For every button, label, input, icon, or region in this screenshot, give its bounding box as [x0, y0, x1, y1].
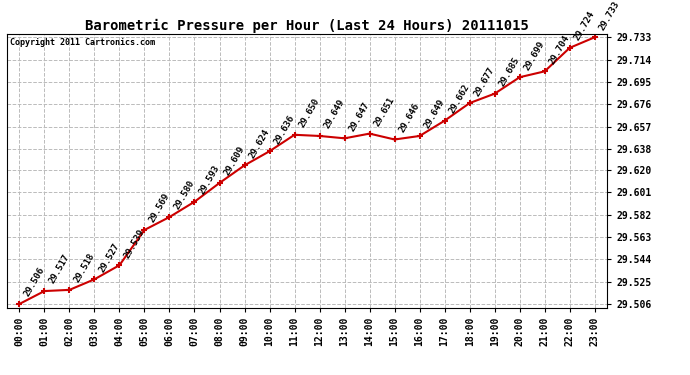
Text: 29.649: 29.649: [422, 98, 446, 130]
Text: 29.677: 29.677: [473, 65, 496, 98]
Text: 29.609: 29.609: [222, 145, 246, 177]
Text: 29.593: 29.593: [197, 164, 221, 196]
Text: 29.569: 29.569: [147, 192, 171, 224]
Text: 29.517: 29.517: [47, 253, 71, 285]
Text: 29.506: 29.506: [22, 266, 46, 298]
Text: 29.704: 29.704: [547, 33, 571, 66]
Text: 29.518: 29.518: [72, 252, 96, 284]
Text: 29.733: 29.733: [598, 0, 622, 32]
Text: 29.685: 29.685: [497, 56, 522, 88]
Text: 29.624: 29.624: [247, 128, 271, 160]
Text: 29.724: 29.724: [573, 10, 596, 42]
Text: 29.646: 29.646: [397, 102, 422, 134]
Text: 29.539: 29.539: [122, 227, 146, 260]
Text: 29.650: 29.650: [297, 97, 322, 129]
Text: 29.649: 29.649: [322, 98, 346, 130]
Text: 29.662: 29.662: [447, 83, 471, 115]
Text: 29.647: 29.647: [347, 100, 371, 133]
Text: 29.636: 29.636: [273, 113, 296, 146]
Text: 29.651: 29.651: [373, 96, 396, 128]
Text: 29.580: 29.580: [172, 179, 196, 212]
Text: Copyright 2011 Cartronics.com: Copyright 2011 Cartronics.com: [10, 38, 155, 47]
Text: 29.699: 29.699: [522, 39, 546, 72]
Title: Barometric Pressure per Hour (Last 24 Hours) 20111015: Barometric Pressure per Hour (Last 24 Ho…: [85, 18, 529, 33]
Text: 29.527: 29.527: [97, 242, 121, 274]
